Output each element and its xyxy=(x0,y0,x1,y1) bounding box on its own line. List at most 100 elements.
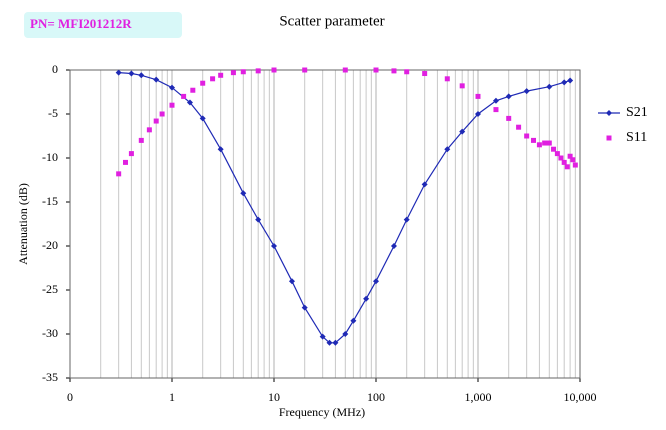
data-point xyxy=(240,69,246,75)
y-tick-label: -10 xyxy=(42,150,58,164)
y-tick-label: -20 xyxy=(42,238,58,252)
x-tick-label: 10 xyxy=(268,390,280,404)
data-point xyxy=(572,162,578,168)
legend-marker xyxy=(606,135,612,141)
y-tick-label: -15 xyxy=(42,194,58,208)
data-point xyxy=(567,77,574,84)
data-point xyxy=(363,295,370,302)
data-point xyxy=(459,83,465,89)
x-tick-label: 10,000 xyxy=(564,390,597,404)
data-point xyxy=(288,278,295,285)
y-axis-label: Attenuation (dB) xyxy=(16,183,30,265)
data-point xyxy=(326,339,333,346)
part-number-box xyxy=(24,12,182,38)
data-point xyxy=(444,146,451,153)
data-point xyxy=(169,102,175,108)
data-point xyxy=(271,67,277,73)
data-point xyxy=(444,76,450,82)
chart-title: Scatter parameter xyxy=(279,13,384,29)
data-point xyxy=(301,304,308,311)
x-tick-label: 1 xyxy=(169,390,175,404)
data-point xyxy=(506,115,512,121)
data-point xyxy=(169,84,175,91)
data-point xyxy=(190,87,196,93)
data-point xyxy=(128,70,135,77)
data-point xyxy=(391,68,397,74)
data-point xyxy=(373,67,379,73)
data-point xyxy=(546,83,553,90)
data-point xyxy=(422,71,428,77)
x-tick-label: 100 xyxy=(367,390,385,404)
series-line xyxy=(118,72,571,344)
part-number: PN= MFI201212R xyxy=(30,16,132,31)
data-point xyxy=(199,115,206,122)
data-point xyxy=(558,155,564,161)
data-point xyxy=(153,76,160,83)
data-point xyxy=(542,140,548,146)
data-point xyxy=(255,216,262,223)
data-point xyxy=(524,133,530,139)
x-tick-label: 1,000 xyxy=(465,390,492,404)
data-point xyxy=(561,79,568,86)
data-point xyxy=(561,159,567,165)
data-point xyxy=(404,69,410,75)
data-point xyxy=(181,93,187,99)
y-tick-label: -5 xyxy=(48,106,58,120)
data-point xyxy=(505,93,512,100)
data-point xyxy=(115,69,122,76)
data-point xyxy=(218,72,224,78)
data-point xyxy=(516,124,522,130)
data-point xyxy=(200,80,206,86)
data-point xyxy=(146,127,152,133)
data-point xyxy=(530,137,536,143)
legend-marker xyxy=(606,110,612,116)
data-point xyxy=(403,216,410,223)
data-point xyxy=(116,171,122,177)
data-point xyxy=(319,333,326,340)
data-point xyxy=(570,157,576,163)
data-point xyxy=(342,331,349,337)
data-point xyxy=(551,146,557,152)
data-point xyxy=(186,99,193,106)
data-point xyxy=(159,111,165,117)
data-point xyxy=(122,159,128,165)
y-tick-label: -25 xyxy=(42,282,58,296)
y-tick-label: -35 xyxy=(42,370,58,384)
data-point xyxy=(240,190,247,197)
data-point xyxy=(255,68,261,74)
data-point xyxy=(271,243,277,249)
data-point xyxy=(421,181,428,188)
data-point xyxy=(342,67,348,73)
data-point xyxy=(492,97,499,104)
data-point xyxy=(332,339,339,346)
data-point xyxy=(210,76,216,82)
data-point xyxy=(350,317,357,324)
data-point xyxy=(493,107,499,113)
x-axis-label: Frequency (MHz) xyxy=(279,405,365,419)
data-point xyxy=(138,72,145,79)
legend-label: S11 xyxy=(626,130,647,145)
data-point xyxy=(217,146,224,153)
data-point xyxy=(459,128,466,135)
data-point xyxy=(302,67,308,73)
data-point xyxy=(567,153,573,159)
data-point xyxy=(475,93,481,99)
data-point xyxy=(564,164,570,170)
data-point xyxy=(138,137,144,143)
data-point xyxy=(475,111,481,117)
data-point xyxy=(153,118,159,124)
plot-frame xyxy=(69,69,581,379)
x-tick-label: 0 xyxy=(67,390,73,404)
data-point xyxy=(230,70,236,76)
data-point xyxy=(373,278,379,285)
data-point xyxy=(523,88,530,95)
data-point xyxy=(554,151,560,157)
data-point xyxy=(390,243,397,249)
legend-label: S21 xyxy=(626,105,648,120)
data-point xyxy=(546,140,552,146)
y-tick-label: -30 xyxy=(42,326,58,340)
y-tick-label: 0 xyxy=(52,62,58,76)
data-point xyxy=(536,142,542,148)
data-point xyxy=(128,151,134,157)
